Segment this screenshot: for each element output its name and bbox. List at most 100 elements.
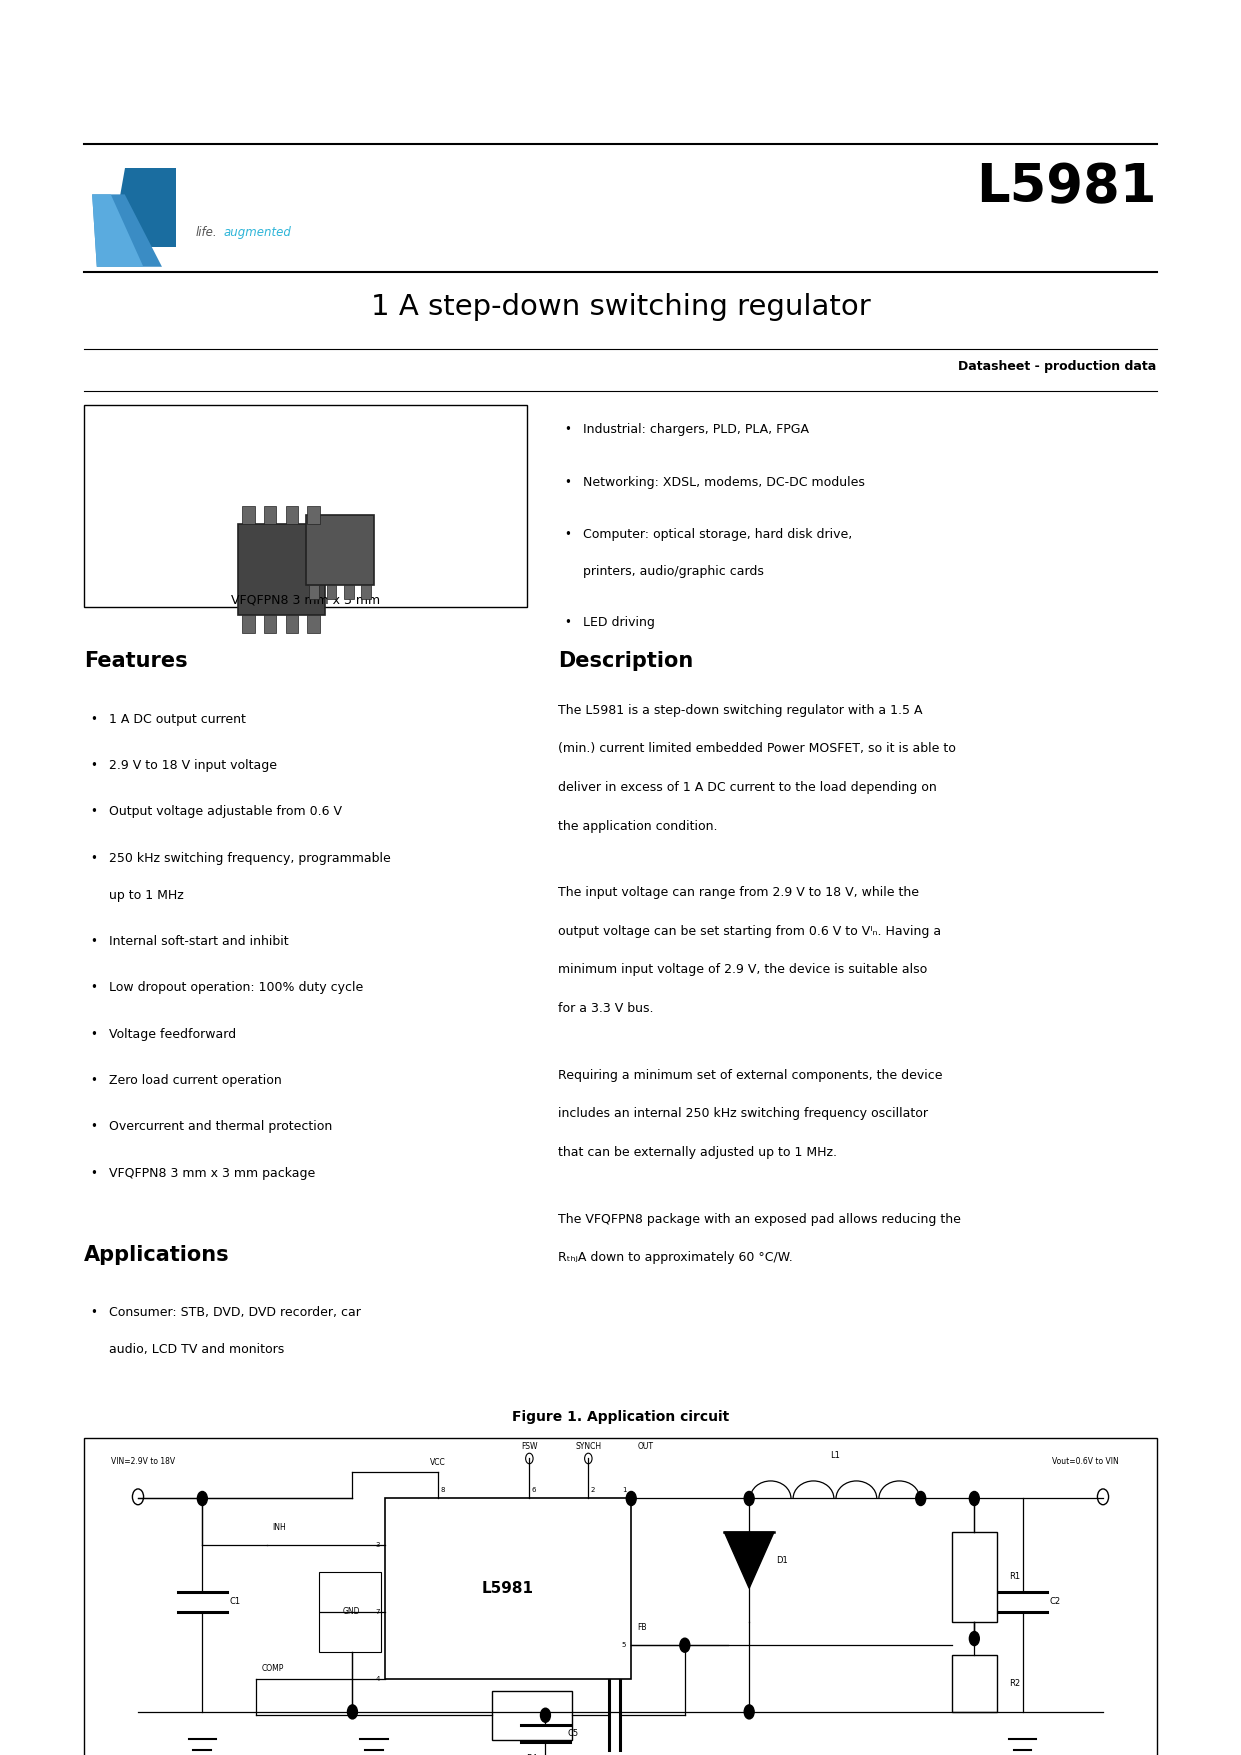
Text: FB: FB xyxy=(638,1623,647,1632)
Polygon shape xyxy=(110,168,176,247)
Bar xyxy=(309,586,319,600)
Text: Internal soft-start and inhibit: Internal soft-start and inhibit xyxy=(109,935,289,948)
Text: VIN=2.9V to 18V: VIN=2.9V to 18V xyxy=(112,1457,175,1467)
Circle shape xyxy=(745,1492,755,1506)
Text: Figure 1. Application circuit: Figure 1. Application circuit xyxy=(511,1411,730,1425)
Text: The L5981 is a step-down switching regulator with a 1.5 A: The L5981 is a step-down switching regul… xyxy=(558,704,923,716)
Text: 1 A step-down switching regulator: 1 A step-down switching regulator xyxy=(371,293,870,321)
Text: 8: 8 xyxy=(441,1486,446,1494)
Text: •: • xyxy=(91,1306,98,1320)
Text: VFQFPN8 3 mm x 3 mm package: VFQFPN8 3 mm x 3 mm package xyxy=(109,1167,315,1179)
Text: minimum input voltage of 2.9 V, the device is suitable also: minimum input voltage of 2.9 V, the devi… xyxy=(558,963,928,976)
Text: 1: 1 xyxy=(622,1486,627,1494)
Bar xyxy=(361,586,371,600)
Text: R1: R1 xyxy=(1009,1572,1020,1581)
Text: •: • xyxy=(91,1028,98,1041)
Text: Networking: XDSL, modems, DC-DC modules: Networking: XDSL, modems, DC-DC modules xyxy=(583,476,865,488)
Text: •: • xyxy=(91,935,98,948)
Bar xyxy=(344,586,354,600)
Text: (min.) current limited embedded Power MOSFET, so it is able to: (min.) current limited embedded Power MO… xyxy=(558,742,957,755)
Text: LED driving: LED driving xyxy=(583,616,655,628)
Circle shape xyxy=(627,1492,637,1506)
Bar xyxy=(326,586,336,600)
Text: •: • xyxy=(91,1120,98,1134)
Text: FSW: FSW xyxy=(521,1443,537,1451)
Text: •: • xyxy=(565,616,572,628)
Bar xyxy=(242,507,254,525)
Bar xyxy=(308,616,320,634)
Text: includes an internal 250 kHz switching frequency oscillator: includes an internal 250 kHz switching f… xyxy=(558,1107,928,1120)
Bar xyxy=(84,1439,1157,1755)
Bar xyxy=(385,1499,632,1678)
Text: C2: C2 xyxy=(1050,1597,1061,1606)
Text: •: • xyxy=(565,423,572,435)
Text: Features: Features xyxy=(84,651,189,670)
Text: COMP: COMP xyxy=(262,1664,284,1673)
Text: L5981: L5981 xyxy=(977,161,1157,214)
Text: L5981: L5981 xyxy=(482,1581,534,1595)
Text: R2: R2 xyxy=(1009,1680,1020,1688)
Text: 6: 6 xyxy=(532,1486,536,1494)
Circle shape xyxy=(680,1637,690,1651)
Text: •: • xyxy=(565,528,572,541)
Text: •: • xyxy=(91,758,98,772)
Text: life.: life. xyxy=(196,226,217,239)
Text: •: • xyxy=(91,806,98,818)
Text: C1: C1 xyxy=(230,1597,241,1606)
Bar xyxy=(285,507,298,525)
Text: C5: C5 xyxy=(568,1729,578,1737)
Text: Computer: optical storage, hard disk drive,: Computer: optical storage, hard disk dri… xyxy=(583,528,853,541)
Polygon shape xyxy=(725,1532,774,1588)
Bar xyxy=(308,507,320,525)
Text: L1: L1 xyxy=(830,1451,840,1460)
Text: 4: 4 xyxy=(375,1676,380,1681)
Bar xyxy=(319,1572,381,1651)
Text: Vout=0.6V to VIN: Vout=0.6V to VIN xyxy=(1052,1457,1119,1467)
Bar xyxy=(952,1655,997,1711)
Circle shape xyxy=(745,1704,755,1718)
Polygon shape xyxy=(92,195,144,267)
Text: 1 A DC output current: 1 A DC output current xyxy=(109,713,246,725)
Text: the application condition.: the application condition. xyxy=(558,820,719,832)
Text: •: • xyxy=(91,981,98,995)
Text: deliver in excess of 1 A DC current to the load depending on: deliver in excess of 1 A DC current to t… xyxy=(558,781,937,793)
Text: GND: GND xyxy=(343,1608,360,1616)
Bar xyxy=(264,507,277,525)
Bar xyxy=(242,616,254,634)
Text: Output voltage adjustable from 0.6 V: Output voltage adjustable from 0.6 V xyxy=(109,806,343,818)
Text: 250 kHz switching frequency, programmable: 250 kHz switching frequency, programmabl… xyxy=(109,851,391,865)
Text: OUT: OUT xyxy=(638,1443,654,1451)
Text: Applications: Applications xyxy=(84,1244,230,1265)
Text: 2: 2 xyxy=(591,1486,596,1494)
Text: Description: Description xyxy=(558,651,694,670)
Text: VFQFPN8 3 mm x 3 mm: VFQFPN8 3 mm x 3 mm xyxy=(231,593,381,605)
Text: VCC: VCC xyxy=(431,1458,446,1467)
Text: Consumer: STB, DVD, DVD recorder, car: Consumer: STB, DVD, DVD recorder, car xyxy=(109,1306,361,1320)
Circle shape xyxy=(969,1492,979,1506)
Text: The input voltage can range from 2.9 V to 18 V, while the: The input voltage can range from 2.9 V t… xyxy=(558,886,920,899)
Text: Industrial: chargers, PLD, PLA, FPGA: Industrial: chargers, PLD, PLA, FPGA xyxy=(583,423,809,435)
Bar xyxy=(952,1532,997,1622)
Bar xyxy=(264,616,277,634)
Text: 3: 3 xyxy=(375,1543,380,1548)
Text: •: • xyxy=(91,713,98,725)
Text: •: • xyxy=(565,476,572,488)
Circle shape xyxy=(916,1492,926,1506)
Text: 2.9 V to 18 V input voltage: 2.9 V to 18 V input voltage xyxy=(109,758,277,772)
Text: Datasheet - production data: Datasheet - production data xyxy=(958,360,1157,372)
Text: Overcurrent and thermal protection: Overcurrent and thermal protection xyxy=(109,1120,333,1134)
Circle shape xyxy=(969,1632,979,1646)
Bar xyxy=(84,405,527,607)
Text: Voltage feedforward: Voltage feedforward xyxy=(109,1028,236,1041)
Text: •: • xyxy=(91,851,98,865)
Text: The VFQFPN8 package with an exposed pad allows reducing the: The VFQFPN8 package with an exposed pad … xyxy=(558,1213,962,1225)
Text: that can be externally adjusted up to 1 MHz.: that can be externally adjusted up to 1 … xyxy=(558,1146,838,1158)
Text: output voltage can be set starting from 0.6 V to Vᴵₙ. Having a: output voltage can be set starting from … xyxy=(558,925,942,937)
Circle shape xyxy=(197,1492,207,1506)
Text: Requiring a minimum set of external components, the device: Requiring a minimum set of external comp… xyxy=(558,1069,943,1081)
Text: audio, LCD TV and monitors: audio, LCD TV and monitors xyxy=(109,1343,284,1357)
Circle shape xyxy=(541,1708,551,1722)
Bar xyxy=(238,525,325,616)
Bar xyxy=(305,516,375,586)
Text: for a 3.3 V bus.: for a 3.3 V bus. xyxy=(558,1002,654,1014)
